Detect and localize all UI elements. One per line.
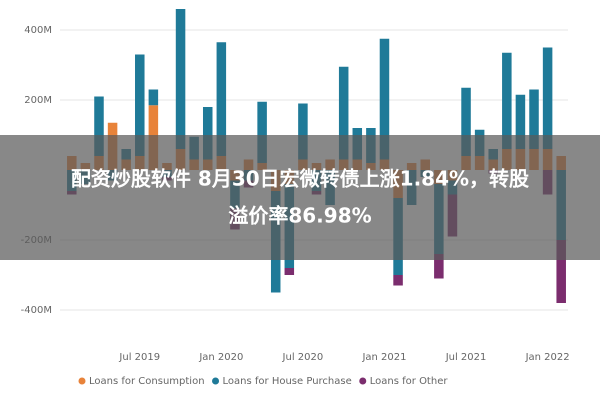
- bar-segment: [434, 254, 444, 279]
- x-tick-label: Jan 2021: [361, 352, 406, 363]
- legend-marker: [78, 377, 86, 385]
- bar-segment: [556, 240, 566, 303]
- legend-marker: [212, 377, 220, 385]
- bar-segment: [216, 42, 227, 156]
- banner: [0, 135, 600, 260]
- bar-segment: [284, 268, 295, 275]
- x-tick-label: Jul 2021: [445, 352, 487, 363]
- y-tick-label: -400M: [21, 305, 52, 316]
- x-tick-label: Jul 2019: [118, 352, 160, 363]
- legend-label: Loans for House Purchase: [223, 376, 352, 387]
- x-tick-label: Jan 2020: [198, 352, 243, 363]
- legend-label: Loans for Consumption: [89, 376, 205, 387]
- bar-segment: [94, 96, 104, 156]
- legend: Loans for Consumption Loans for House Pur…: [78, 376, 449, 387]
- banner-text: 溢价率86.98%: [228, 204, 371, 228]
- bar-segment: [502, 52, 512, 149]
- bar-segment: [393, 275, 403, 286]
- bar-segment: [135, 54, 145, 156]
- bar-segment: [202, 107, 213, 160]
- bar-segment: [175, 9, 186, 149]
- x-tick-label: Jul 2020: [282, 352, 324, 363]
- legend-marker: [359, 377, 367, 385]
- bar-segment: [529, 89, 539, 149]
- bar-segment: [542, 47, 553, 149]
- bar-segment: [257, 101, 267, 163]
- bar-segment: [461, 87, 471, 156]
- bar-segment: [338, 66, 349, 160]
- y-tick-label: 400M: [24, 25, 52, 36]
- bar-segment: [379, 38, 390, 160]
- legend-label: Loans for Other: [370, 376, 449, 387]
- bar-segment: [515, 94, 526, 149]
- y-tick-label: 200M: [24, 95, 52, 106]
- bar-segment: [298, 103, 308, 160]
- bar-segment: [148, 89, 159, 106]
- x-tick-label: Jan 2022: [525, 352, 570, 363]
- banner-text: 配资炒股软件 8月30日宏微转债上涨1.84%，转股: [71, 167, 529, 191]
